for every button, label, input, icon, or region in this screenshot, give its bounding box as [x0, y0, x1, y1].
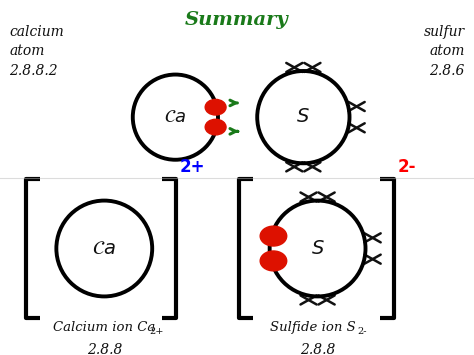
Circle shape	[205, 119, 226, 135]
Text: 2-: 2-	[398, 158, 416, 176]
Text: 2.8.8: 2.8.8	[87, 343, 122, 355]
Text: 2.8.8: 2.8.8	[300, 343, 335, 355]
Text: $S$: $S$	[310, 240, 325, 257]
Text: $S$: $S$	[296, 108, 310, 126]
Text: $\mathcal{C}$$a$: $\mathcal{C}$$a$	[164, 108, 186, 126]
Text: sulfur
atom
2.8.6: sulfur atom 2.8.6	[423, 25, 465, 78]
Text: calcium
atom
2.8.8.2: calcium atom 2.8.8.2	[9, 25, 64, 78]
Circle shape	[260, 251, 287, 271]
Circle shape	[205, 99, 226, 115]
Text: Summary: Summary	[185, 11, 289, 29]
Text: $\mathcal{C}$$a$: $\mathcal{C}$$a$	[92, 240, 116, 257]
Circle shape	[260, 226, 287, 246]
Text: Sulfide ion S: Sulfide ion S	[270, 321, 356, 334]
Text: 2-: 2-	[358, 327, 367, 336]
Text: Calcium ion Ca: Calcium ion Ca	[53, 321, 155, 334]
Text: 2+: 2+	[149, 327, 164, 336]
Text: 2+: 2+	[180, 158, 205, 176]
